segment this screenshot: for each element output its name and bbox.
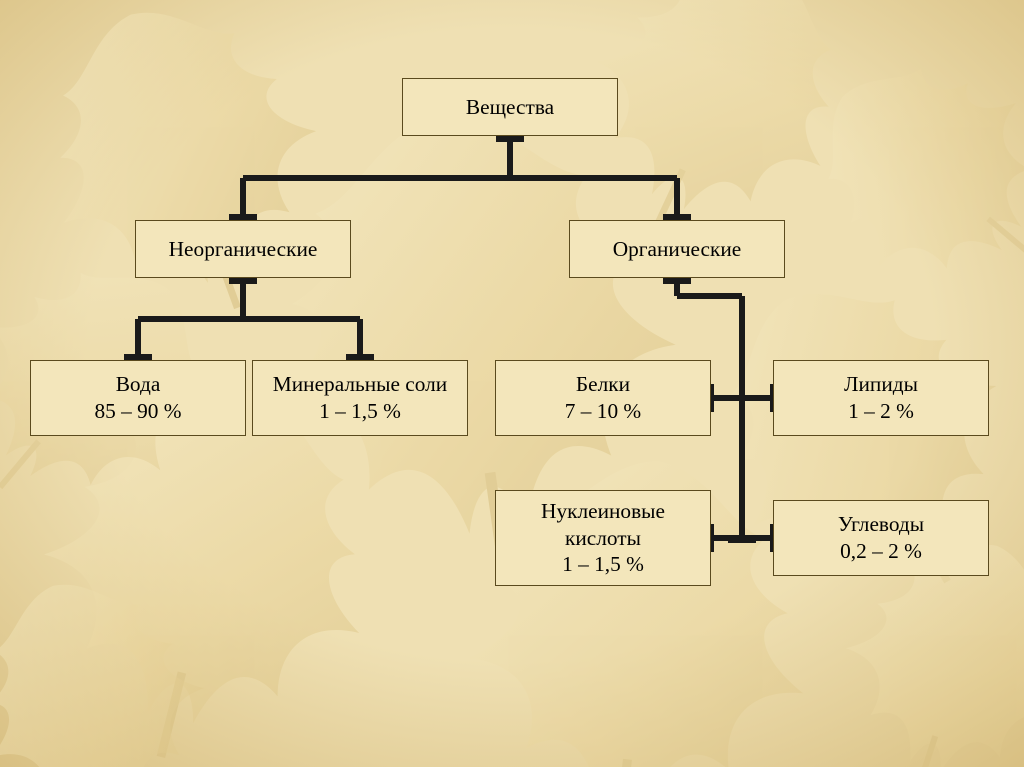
node-nucleic: Нуклеиновыекислоты1 – 1,5 %	[495, 490, 711, 586]
node-carbs-line: 0,2 – 2 %	[840, 538, 922, 565]
node-proteins: Белки7 – 10 %	[495, 360, 711, 436]
node-lipids: Липиды1 – 2 %	[773, 360, 989, 436]
node-water: Вода85 – 90 %	[30, 360, 246, 436]
node-minerals-line: 1 – 1,5 %	[319, 398, 401, 425]
node-nucleic-line: Нуклеиновые	[541, 498, 665, 525]
node-org-line: Органические	[613, 236, 742, 263]
node-carbs-line: Углеводы	[838, 511, 924, 538]
node-nucleic-line: кислоты	[565, 525, 641, 552]
node-minerals: Минеральные соли1 – 1,5 %	[252, 360, 468, 436]
node-lipids-line: Липиды	[844, 371, 918, 398]
node-proteins-line: Белки	[576, 371, 630, 398]
node-water-line: Вода	[116, 371, 161, 398]
node-lipids-line: 1 – 2 %	[848, 398, 914, 425]
node-root: Вещества	[402, 78, 618, 136]
diagram-stage: Вещества Неорганические Органические Вода85…	[0, 0, 1024, 767]
node-inorg-line: Неорганические	[169, 236, 318, 263]
node-proteins-line: 7 – 10 %	[565, 398, 641, 425]
node-carbs: Углеводы0,2 – 2 %	[773, 500, 989, 576]
node-nucleic-line: 1 – 1,5 %	[562, 551, 644, 578]
node-org: Органические	[569, 220, 785, 278]
node-inorg: Неорганические	[135, 220, 351, 278]
node-root-line: Вещества	[466, 94, 554, 121]
node-water-line: 85 – 90 %	[94, 398, 181, 425]
node-minerals-line: Минеральные соли	[273, 371, 447, 398]
